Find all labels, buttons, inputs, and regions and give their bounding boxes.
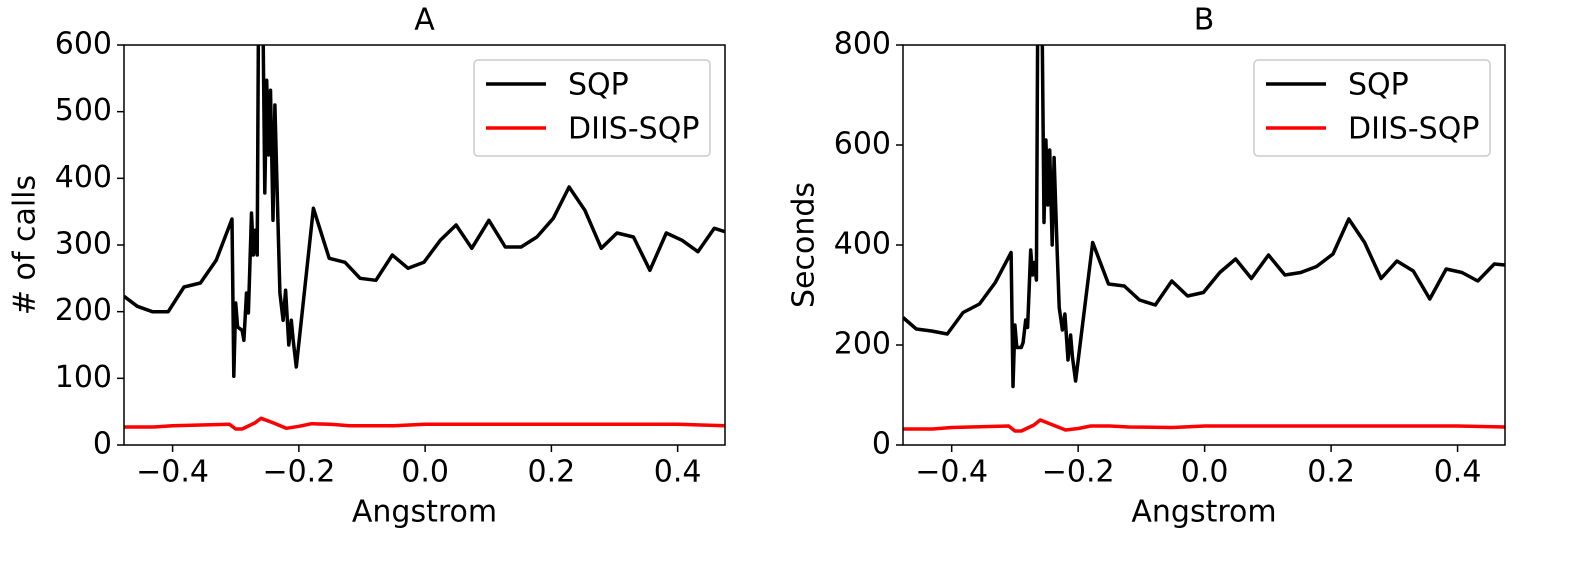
x-axis-label: Angstrom <box>1131 495 1276 530</box>
y-tick-label: 400 <box>834 227 891 262</box>
chart-title: B <box>1194 3 1215 38</box>
line <box>124 416 725 431</box>
plot-frame <box>902 44 1506 446</box>
legend-label: SQP <box>1348 68 1409 103</box>
y-tick-label: 800 <box>834 27 891 62</box>
line <box>903 45 1505 389</box>
line <box>124 45 725 379</box>
y-tick-label: 600 <box>55 27 112 62</box>
x-axis-label: Angstrom <box>352 495 497 530</box>
y-tick-label: 600 <box>834 127 891 162</box>
legend-label: SQP <box>568 68 629 103</box>
legend-label: DIIS-SQP <box>1348 112 1479 147</box>
x-tick-label: 0.0 <box>401 455 449 490</box>
y-tick-label: 200 <box>55 293 112 328</box>
legend-label: DIIS-SQP <box>568 112 699 147</box>
y-tick-label: 0 <box>872 427 891 462</box>
y-tick-label: 200 <box>834 327 891 362</box>
x-tick-label: −0.4 <box>136 455 209 490</box>
y-tick-label: 400 <box>55 160 112 195</box>
x-tick-label: 0.0 <box>1181 455 1229 490</box>
x-tick-label: −0.4 <box>915 455 988 490</box>
chart-title: A <box>414 3 435 38</box>
panel: −0.4 −0.2 0.0 0.2 0.4 0 100 200 300 400 500 600 A Ang… <box>8 3 726 530</box>
legend: SQP DIIS-SQP <box>473 59 711 157</box>
x-tick-label: −0.2 <box>262 455 335 490</box>
x-tick-label: 0.4 <box>1434 455 1482 490</box>
x-tick-label: 0.2 <box>528 455 576 490</box>
y-tick-label: 300 <box>55 227 112 262</box>
y-axis-label: # of calls <box>8 175 43 315</box>
x-tick-label: −0.2 <box>1042 455 1115 490</box>
y-tick-label: 500 <box>55 93 112 128</box>
x-tick-label: 0.4 <box>654 455 702 490</box>
legend: SQP DIIS-SQP <box>1253 59 1491 157</box>
y-axis-label: Seconds <box>787 182 822 308</box>
y-tick-label: 0 <box>93 427 112 462</box>
line <box>903 418 1505 433</box>
y-tick-label: 100 <box>55 360 112 395</box>
panel: −0.4 −0.2 0.0 0.2 0.4 0 200 400 600 800 B Angstrom S… <box>787 3 1506 530</box>
x-tick-label: 0.2 <box>1307 455 1355 490</box>
plot-frame <box>123 44 726 446</box>
